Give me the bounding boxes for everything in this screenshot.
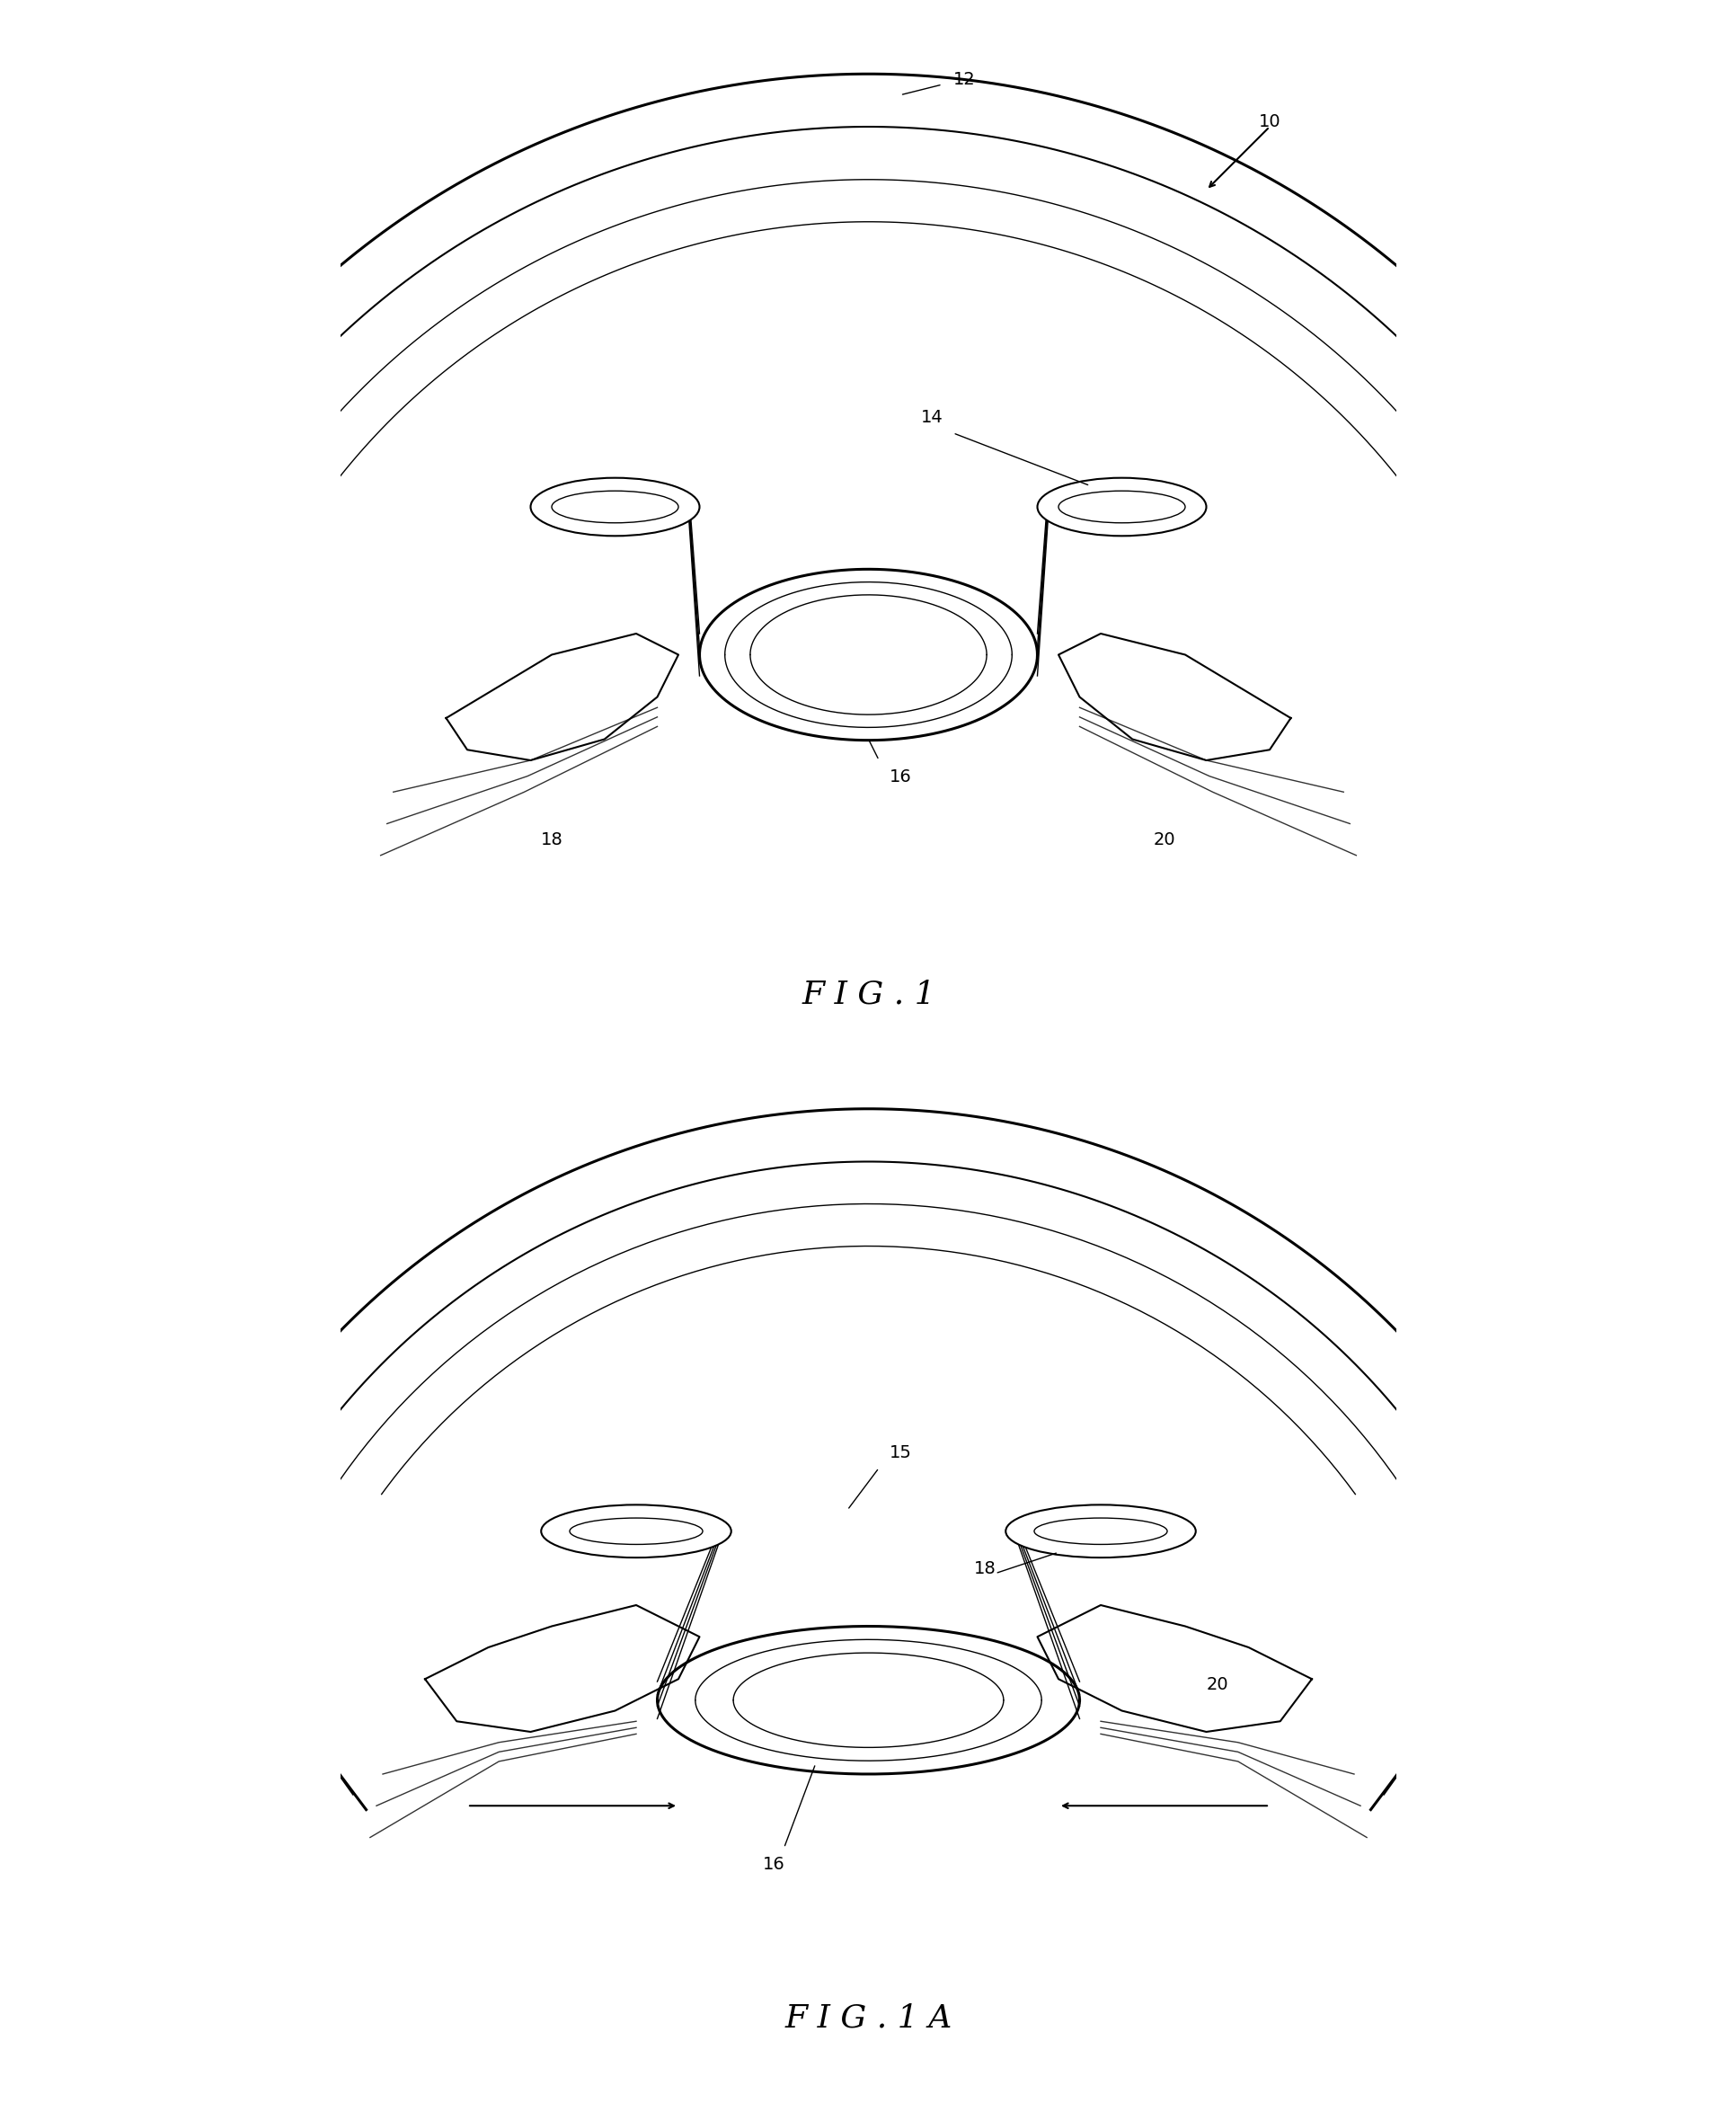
Text: 12: 12 <box>953 72 974 89</box>
Ellipse shape <box>552 490 679 524</box>
Polygon shape <box>1057 634 1290 760</box>
Ellipse shape <box>1005 1504 1194 1559</box>
Polygon shape <box>425 1605 700 1732</box>
Ellipse shape <box>542 1504 731 1559</box>
Ellipse shape <box>1036 477 1207 536</box>
Text: F I G . 1 A: F I G . 1 A <box>785 2004 951 2034</box>
Polygon shape <box>1036 1605 1311 1732</box>
Ellipse shape <box>569 1519 703 1544</box>
Ellipse shape <box>1057 490 1184 524</box>
Text: 18: 18 <box>540 832 562 849</box>
Text: 16: 16 <box>889 769 911 786</box>
Text: 20: 20 <box>1207 1677 1227 1694</box>
Text: 20: 20 <box>1153 832 1175 849</box>
Text: F I G . 1: F I G . 1 <box>802 980 934 1010</box>
Text: 14: 14 <box>920 410 943 427</box>
Polygon shape <box>446 634 679 760</box>
Text: 10: 10 <box>1259 114 1279 131</box>
Text: 15: 15 <box>889 1445 911 1462</box>
Polygon shape <box>656 1626 1080 1774</box>
Ellipse shape <box>1033 1519 1167 1544</box>
Ellipse shape <box>529 477 700 536</box>
Text: 16: 16 <box>762 1856 785 1873</box>
Text: 18: 18 <box>974 1561 996 1578</box>
Polygon shape <box>700 570 1036 739</box>
